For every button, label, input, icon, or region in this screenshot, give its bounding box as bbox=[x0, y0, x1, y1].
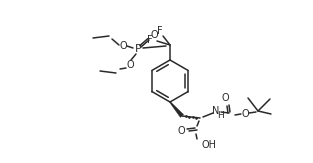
Text: O: O bbox=[221, 93, 229, 103]
Text: O: O bbox=[241, 109, 249, 119]
Text: O: O bbox=[177, 126, 185, 136]
Text: H: H bbox=[217, 111, 223, 119]
Text: O: O bbox=[119, 41, 127, 51]
Text: O: O bbox=[150, 30, 158, 40]
Text: F: F bbox=[147, 35, 153, 45]
Text: N: N bbox=[212, 106, 220, 116]
Polygon shape bbox=[170, 102, 184, 117]
Text: O: O bbox=[126, 60, 134, 70]
Text: OH: OH bbox=[201, 140, 216, 150]
Text: F: F bbox=[157, 26, 163, 36]
Text: P: P bbox=[135, 44, 141, 54]
